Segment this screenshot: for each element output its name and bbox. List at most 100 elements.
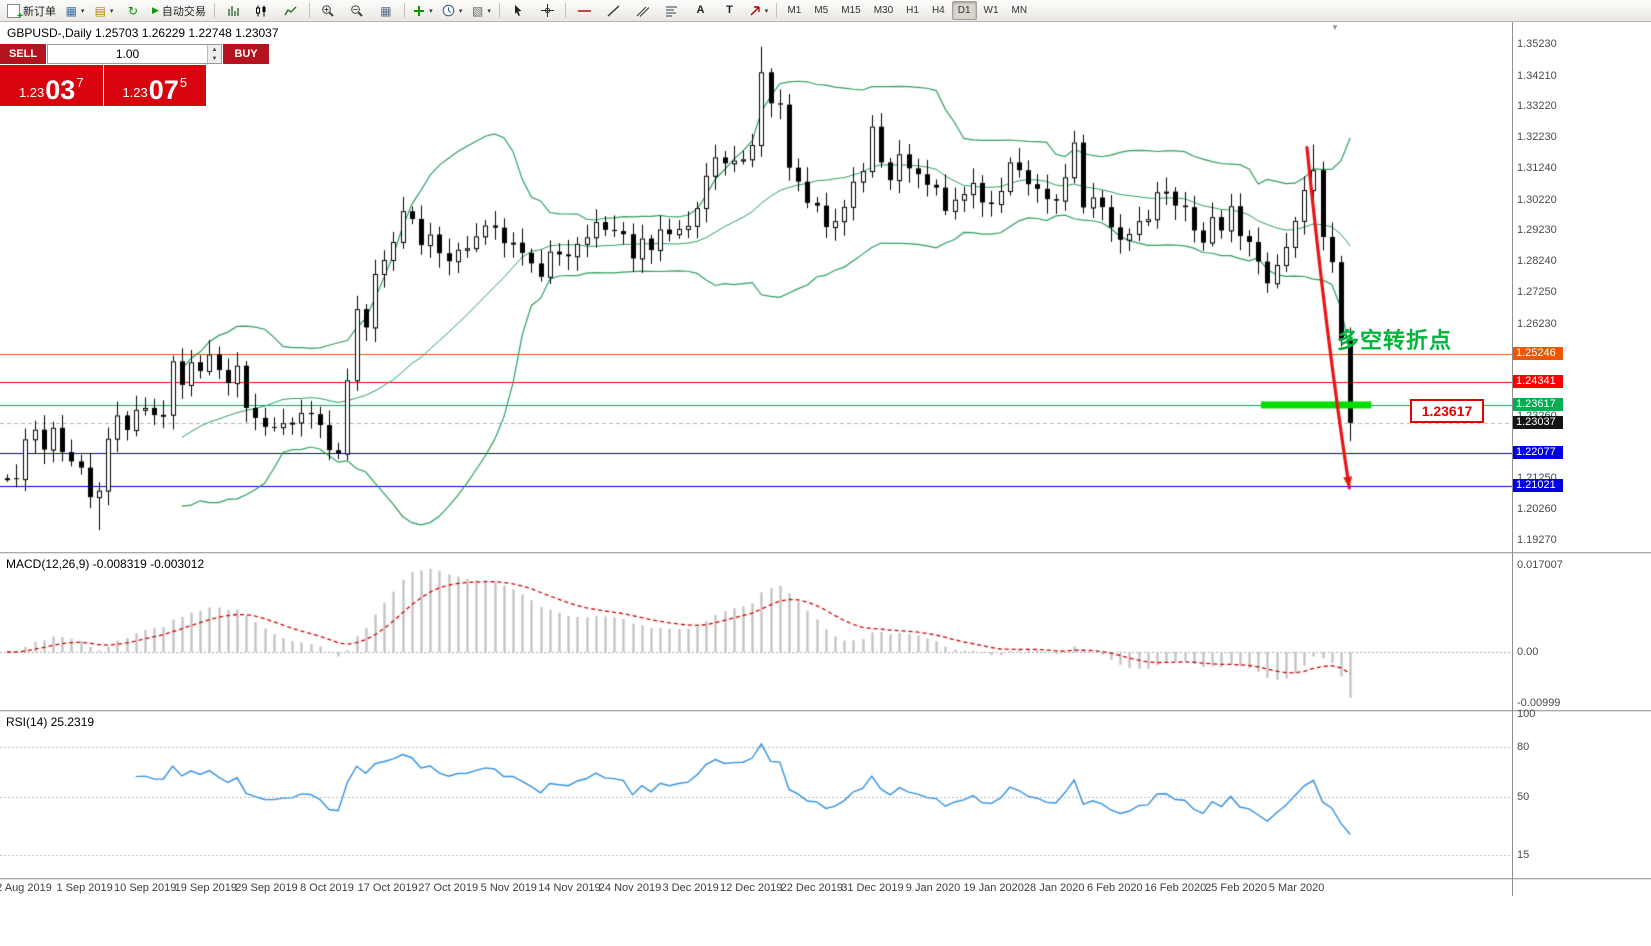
autotrading-button[interactable]: ▶ 自动交易 (148, 0, 210, 21)
chevron-down-icon: ▾ (487, 7, 491, 15)
fibonacci-tool-button[interactable] (657, 0, 685, 21)
text-label-tool-button[interactable]: T (715, 0, 743, 21)
rsi-panel-canvas[interactable] (0, 712, 1512, 878)
candlestick-mode-button[interactable] (248, 0, 276, 21)
autotrading-play-icon: ▶ (152, 5, 159, 15)
text-tool-button[interactable]: A (686, 0, 714, 21)
sell-price-button[interactable]: 1.23 03 7 (0, 65, 103, 106)
buy-price-button[interactable]: 1.23 07 5 (103, 65, 206, 106)
timeframe-button-m15[interactable]: M15 (841, 5, 861, 16)
chevron-down-icon: ▾ (429, 7, 433, 15)
templates-icon: ▧ (472, 3, 484, 18)
price-chart-canvas[interactable] (0, 22, 1512, 552)
zoom-out-icon (351, 5, 364, 17)
sell-button[interactable]: SELL (0, 44, 46, 64)
chart-title: GBPUSD-,Daily 1.25703 1.26229 1.22748 1.… (7, 26, 279, 40)
buy-button[interactable]: BUY (223, 44, 269, 64)
date-axis-label: 8 Oct 2019 (300, 882, 354, 894)
cursor-button[interactable] (504, 0, 532, 21)
periods-button[interactable]: ▾ (438, 0, 467, 21)
templates-button[interactable]: ▧ ▾ (467, 0, 495, 21)
trendline-icon (607, 4, 620, 17)
timeframe-button-m5[interactable]: M5 (814, 5, 829, 16)
price-axis-tick: 1.35230 (1517, 38, 1557, 50)
tile-windows-button[interactable]: ▦ (372, 0, 400, 21)
price-level-label: 1.24341 (1513, 375, 1563, 389)
main-toolbar: 新订单 ▦ ▾ ▤ ▾ ↻ ▶ 自动交易 (0, 0, 1651, 22)
zoom-out-button[interactable] (343, 0, 371, 21)
timeframe-button-h4[interactable]: H4 (931, 5, 945, 16)
macd-indicator-label: MACD(12,26,9) -0.008319 -0.003012 (6, 557, 205, 571)
channel-tool-button[interactable] (628, 0, 656, 21)
date-axis-label: 1 Sep 2019 (56, 882, 113, 894)
trendline-tool-button[interactable] (599, 0, 627, 21)
date-axis-label: 25 Feb 2020 (1205, 882, 1267, 894)
panel-separator[interactable] (0, 878, 1651, 880)
new-chart-button[interactable]: ▦ ▾ (61, 0, 89, 21)
price-axis-tick: 1.29230 (1517, 224, 1557, 237)
price-axis-tick: 1.33220 (1517, 100, 1557, 113)
timeframe-button-mn[interactable]: MN (1011, 5, 1028, 16)
toolbar-separator (776, 3, 778, 18)
line-chart-icon (284, 6, 297, 15)
price-axis-tick: 1.30220 (1517, 193, 1557, 206)
timeframe-button-m1[interactable]: M1 (787, 5, 802, 16)
new-order-button[interactable]: 新订单 (3, 0, 60, 22)
price-level-label: 1.23037 (1513, 415, 1563, 429)
toolbar-separator (565, 3, 567, 18)
horizontal-line-icon (577, 9, 591, 12)
date-axis-label: 9 Jan 2020 (905, 882, 961, 894)
indicators-plus-icon (414, 5, 425, 16)
zoom-in-icon (322, 5, 335, 17)
arrows-tool-button[interactable]: ▾ (744, 0, 772, 21)
timeframe-toolbar: M1 M5 M15 M30 H1 H4 D1 W1 MN (781, 1, 1033, 20)
volume-box: ▲ ▼ (47, 44, 222, 64)
panel-separator[interactable] (0, 710, 1651, 712)
new-order-label: 新订单 (23, 5, 56, 18)
timeframe-button-w1[interactable]: W1 (983, 5, 999, 16)
crosshair-button[interactable] (533, 0, 561, 21)
timeframe-button-h1[interactable]: H1 (906, 5, 919, 16)
price-axis-tick: 1.28240 (1517, 255, 1557, 268)
toolbar-separator (403, 3, 405, 18)
crosshair-icon (540, 4, 554, 17)
volume-down-icon[interactable]: ▼ (208, 54, 221, 63)
timeframe-button-m30[interactable]: M30 (873, 5, 894, 16)
bar-chart-mode-button[interactable] (219, 0, 247, 21)
date-axis-label: 17 Oct 2019 (357, 882, 418, 894)
clock-icon (442, 4, 455, 17)
rsi-axis-tick: 100 (1517, 708, 1536, 720)
date-axis-label: 28 Jan 2020 (1023, 882, 1085, 894)
zoom-in-button[interactable] (314, 0, 342, 21)
macd-axis-tick: 0.00 (1517, 646, 1539, 658)
chart-shift-marker[interactable]: ▼ (1331, 23, 1339, 32)
profiles-button[interactable]: ▤ ▾ (90, 0, 118, 21)
price-axis-tick: 1.32230 (1517, 131, 1557, 144)
price-axis-tick: 1.31240 (1517, 162, 1557, 174)
volume-input[interactable] (48, 45, 207, 63)
panel-separator[interactable] (0, 552, 1651, 554)
new-chart-icon: ▦ (65, 3, 77, 18)
cursor-icon (515, 5, 522, 16)
line-chart-mode-button[interactable] (277, 0, 305, 21)
timeframe-button-d1[interactable]: D1 (951, 1, 977, 20)
horizontal-line-tool-button[interactable] (570, 0, 598, 21)
refresh-button[interactable]: ↻ (119, 0, 147, 21)
chevron-down-icon: ▾ (458, 7, 463, 15)
price-axis-tick: 1.26230 (1517, 317, 1557, 330)
indicators-button[interactable]: ▾ (409, 0, 437, 21)
price-axis-tick: 1.20260 (1517, 503, 1557, 516)
buy-price-prefix: 1.23 (122, 85, 148, 100)
toolbar-separator (499, 3, 501, 18)
rsi-axis-tick: 50 (1517, 791, 1530, 803)
rsi-indicator-label: RSI(14) 25.2319 (6, 715, 95, 729)
macd-axis-tick: -0.00999 (1517, 696, 1561, 709)
arrow-tool-icon (750, 5, 760, 15)
price-axis-border (1512, 22, 1513, 896)
chevron-down-icon: ▾ (80, 7, 85, 15)
volume-up-icon[interactable]: ▲ (208, 45, 221, 54)
autotrading-label: 自动交易 (161, 5, 206, 18)
chevron-down-icon: ▾ (109, 7, 114, 15)
macd-panel-canvas[interactable] (0, 554, 1512, 710)
price-level-label: 1.25246 (1513, 347, 1563, 361)
